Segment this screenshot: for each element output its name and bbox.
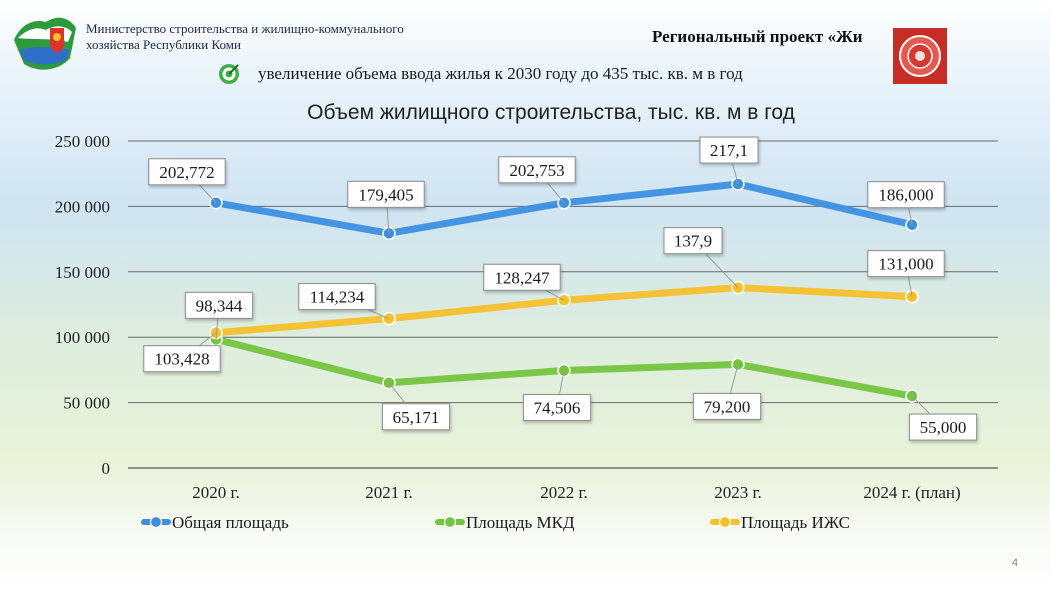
data-label: 202,772 (159, 163, 214, 182)
data-label-box (483, 263, 561, 291)
y-tick-label: 200 000 (55, 197, 110, 216)
x-tick-label: 2021 г. (365, 483, 413, 502)
legend-label: Площадь МКД (466, 513, 575, 532)
komi-emblem-icon (14, 17, 76, 70)
x-tick-label: 2023 г. (714, 483, 762, 502)
y-tick-label: 0 (102, 459, 111, 478)
data-label-box (381, 403, 451, 431)
data-label-box (522, 394, 592, 422)
data-label: 79,200 (704, 397, 751, 416)
y-tick-label: 100 000 (55, 328, 110, 347)
slide-number: 4 (1012, 557, 1019, 569)
x-tick-label: 2020 г. (192, 483, 240, 502)
data-label: 65,171 (393, 408, 440, 427)
y-axis-ticks: 0 50 000 100 000 150 000 200 000 250 000 (55, 132, 110, 478)
x-axis-ticks: 2020 г. 2021 г. 2022 г. 2023 г. 2024 г. (пла… (192, 483, 960, 502)
data-label: 179,405 (358, 185, 413, 204)
target-icon (219, 64, 239, 84)
legend-marker (718, 515, 732, 529)
project-title: Региональный проект «Жи (652, 27, 863, 46)
data-label-box (699, 136, 759, 164)
legend-label: Площадь ИЖС (741, 513, 850, 532)
y-tick-label: 50 000 (63, 394, 110, 413)
data-label-box (908, 413, 978, 441)
data-label: 98,344 (196, 296, 243, 315)
project-badge-icon (893, 28, 947, 84)
data-label: 137,9 (674, 232, 712, 251)
y-tick-label: 250 000 (55, 132, 110, 151)
data-label-layer: 202,772 179,405 202,753 217,1 186,000 98,344 6… (143, 136, 978, 441)
data-label-box (867, 250, 945, 278)
data-label: 131,000 (878, 255, 933, 274)
legend-marker (443, 515, 457, 529)
data-label-box (692, 392, 762, 420)
data-label-box (498, 156, 576, 184)
legend-marker (149, 515, 163, 529)
ministry-name: Министерство строительства и жилищно-ком… (86, 21, 466, 53)
x-tick-label: 2024 г. (план) (863, 483, 960, 502)
data-label: 128,247 (494, 268, 550, 287)
x-tick-label: 2022 г. (540, 483, 588, 502)
data-label-box (143, 345, 221, 373)
data-label: 202,753 (509, 161, 564, 180)
chart-title: Объем жилищного строительства, тыс. кв. … (307, 101, 795, 124)
ministry-line-1: Министерство строительства и жилищно-ком… (86, 21, 404, 36)
data-label: 103,428 (154, 350, 209, 369)
data-label-box (148, 158, 226, 186)
data-label-box (347, 180, 425, 208)
goal-line: увеличение объема ввода жилья к 2030 год… (218, 62, 858, 86)
data-label-box (184, 291, 254, 319)
data-label: 186,000 (878, 186, 933, 205)
ministry-line-2: хозяйства Республики Коми (86, 37, 241, 52)
y-tick-label: 150 000 (55, 263, 110, 282)
goal-text: увеличение объема ввода жилья к 2030 год… (258, 64, 743, 83)
data-label-box (298, 283, 376, 311)
data-label: 114,234 (310, 288, 365, 307)
data-label: 217,1 (710, 141, 748, 160)
data-label: 74,506 (534, 399, 581, 418)
data-label-box (663, 227, 723, 255)
data-label: 55,000 (920, 418, 967, 437)
legend: Общая площадь Площадь МКД Площадь ИЖС (141, 513, 850, 532)
legend-label: Общая площадь (172, 513, 289, 532)
data-label-box (867, 181, 945, 209)
